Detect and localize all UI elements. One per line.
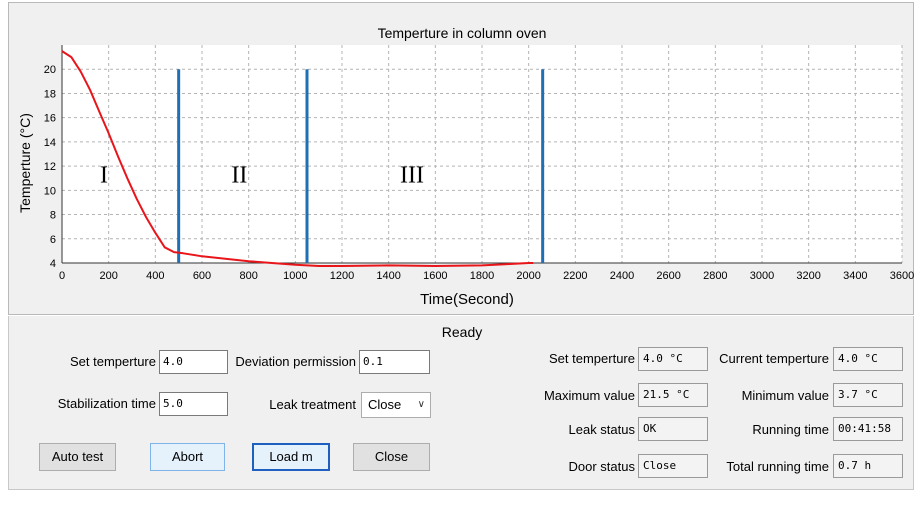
leak-treatment-value: Close xyxy=(368,397,402,412)
temperature-curve xyxy=(61,50,534,267)
running-time-label: Running time xyxy=(752,422,829,437)
deviation-permission-label: Deviation permission xyxy=(235,354,356,369)
temperature-chart-panel: 0 200 400 600 800 1000 1200 1400 1600 1800 2000 220… xyxy=(8,2,914,315)
leak-status-value: OK xyxy=(638,417,708,441)
door-status-value: Close xyxy=(638,454,708,478)
y-tick-label: 16 xyxy=(44,113,56,125)
stage-label: II xyxy=(231,163,247,189)
stabilization-time-label: Stabilization time xyxy=(57,396,156,411)
x-tick-label: 3200 xyxy=(796,270,820,282)
y-tick-label: 18 xyxy=(44,88,56,100)
y-tick-label: 4 xyxy=(50,258,56,270)
chevron-down-icon: ∨ xyxy=(417,399,425,410)
chart-regions: I II III xyxy=(100,163,424,189)
chart-ticks: 0 200 400 600 800 1000 1200 1400 1600 1800 2000 220… xyxy=(44,64,914,282)
current-temperature-value: 4.0 °C xyxy=(833,347,903,371)
x-tick-label: 600 xyxy=(193,270,211,282)
stage-label: III xyxy=(400,163,424,189)
leak-treatment-label: Leak treatment xyxy=(269,397,356,412)
load-method-button[interactable]: Load m xyxy=(252,443,330,471)
total-running-time-value: 0.7 h xyxy=(833,454,903,478)
x-tick-label: 1800 xyxy=(470,270,494,282)
y-tick-label: 14 xyxy=(44,137,56,149)
auto-test-button[interactable]: Auto test xyxy=(39,443,116,471)
chart-axes xyxy=(61,45,902,264)
status-set-temperature-label: Set temperture xyxy=(549,351,635,366)
total-running-time-label: Total running time xyxy=(726,459,829,474)
running-time-value: 00:41:58 xyxy=(833,417,903,441)
chart-markers xyxy=(177,69,545,263)
chart-grid xyxy=(62,45,903,263)
maximum-value: 21.5 °C xyxy=(638,383,708,407)
minimum-value: 3.7 °C xyxy=(833,383,903,407)
current-temperature-label: Current temperture xyxy=(719,351,829,366)
minimum-value-label: Minimum value xyxy=(741,388,829,403)
maximum-value-label: Maximum value xyxy=(543,388,635,403)
close-button[interactable]: Close xyxy=(353,443,430,471)
status-set-temperature-value: 4.0 °C xyxy=(638,347,708,371)
x-tick-label: 1400 xyxy=(376,270,400,282)
x-tick-label: 1600 xyxy=(423,270,447,282)
stabilization-time-input[interactable]: 5.0 xyxy=(159,392,228,416)
x-tick-label: 2200 xyxy=(563,270,587,282)
y-tick-label: 6 xyxy=(50,234,56,246)
x-tick-label: 800 xyxy=(239,270,257,282)
stage-label: I xyxy=(100,163,108,189)
x-tick-label: 3000 xyxy=(750,270,774,282)
set-temperature-label: Set temperture xyxy=(70,354,156,369)
deviation-permission-input[interactable]: 0.1 xyxy=(359,350,430,374)
control-panel: Ready Set temperture 4.0 Deviation permi… xyxy=(8,316,914,490)
x-tick-label: 2400 xyxy=(610,270,634,282)
x-tick-label: 0 xyxy=(59,270,65,282)
abort-button[interactable]: Abort xyxy=(150,443,225,471)
x-tick-label: 3400 xyxy=(843,270,867,282)
x-tick-label: 2600 xyxy=(656,270,680,282)
y-axis-label: Temperture (°C) xyxy=(17,113,33,213)
y-tick-label: 8 xyxy=(50,210,56,222)
door-status-label: Door status xyxy=(568,459,635,474)
leak-treatment-select[interactable]: Close ∨ xyxy=(361,392,431,418)
leak-status-label: Leak status xyxy=(568,422,636,437)
y-tick-label: 12 xyxy=(44,161,56,173)
x-axis-label: Time(Second) xyxy=(420,291,514,308)
x-tick-label: 2800 xyxy=(703,270,727,282)
chart-series xyxy=(61,50,534,267)
x-tick-label: 400 xyxy=(146,270,164,282)
chart-title: Temperture in column oven xyxy=(378,25,547,41)
status-text: Ready xyxy=(441,324,483,340)
y-tick-label: 10 xyxy=(44,185,56,197)
x-tick-label: 1200 xyxy=(330,270,354,282)
x-tick-label: 2000 xyxy=(516,270,540,282)
y-tick-label: 20 xyxy=(44,64,56,76)
x-tick-label: 1000 xyxy=(283,270,307,282)
temperature-chart: 0 200 400 600 800 1000 1200 1400 1600 1800 2000 220… xyxy=(17,25,914,308)
x-tick-label: 200 xyxy=(99,270,117,282)
x-tick-label: 3600 xyxy=(890,270,914,282)
set-temperature-input[interactable]: 4.0 xyxy=(159,350,228,374)
